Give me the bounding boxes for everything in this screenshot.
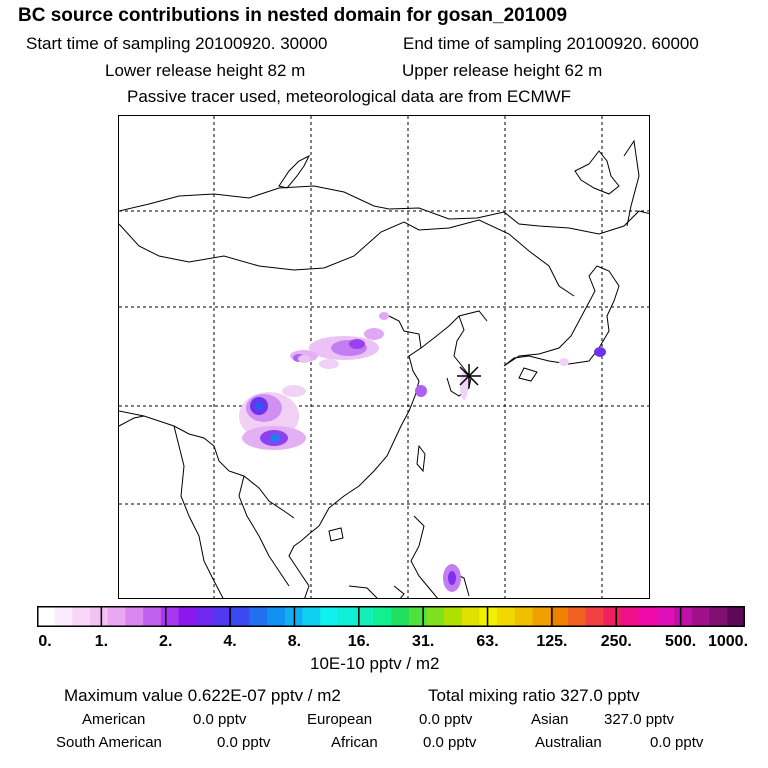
colorbar-tick-label: 1000.	[707, 633, 749, 650]
colorbar-swatch	[355, 606, 374, 627]
colorbar-tick-label: 2.	[159, 633, 173, 650]
colorbar-tick-label: 0.	[38, 633, 52, 650]
colorbar-swatch	[54, 606, 73, 627]
colorbar-swatch	[267, 606, 286, 627]
colorbar-swatch	[320, 606, 339, 627]
colorbar-swatch	[178, 606, 197, 627]
colorbar-tick-label: 63.	[476, 633, 499, 650]
colorbar-swatch	[214, 606, 233, 627]
australian-label: Australian	[535, 734, 602, 751]
colorbar-swatch	[444, 606, 463, 627]
colorbar-tick-label: 250.	[600, 633, 632, 650]
chart-title: BC source contributions in nested domain…	[18, 5, 568, 26]
colorbar-swatch	[585, 606, 604, 627]
tracer-note: Passive tracer used, meteorological data…	[127, 87, 572, 106]
african-value: 0.0 pptv	[423, 734, 477, 751]
colorbar-swatch	[337, 606, 357, 627]
hotspot-philippines	[443, 564, 461, 592]
colorbar-swatch	[479, 606, 498, 627]
map-svg	[119, 116, 649, 598]
colorbar-frame	[37, 606, 745, 627]
colorbar-swatch	[90, 606, 109, 627]
colorbar-tick-label: 16.	[347, 633, 370, 650]
colorbar-swatch	[408, 606, 427, 627]
colorbar-swatch	[160, 606, 180, 627]
colorbar-swatch	[143, 606, 162, 627]
colorbar-swatch	[550, 606, 569, 627]
colorbar-swatch	[514, 606, 534, 627]
south-american-label: South American	[56, 734, 162, 751]
american-value: 0.0 pptv	[193, 711, 247, 728]
colorbar-tick-label: 8.	[287, 633, 302, 650]
colorbar-swatch	[532, 606, 551, 627]
colorbar-tick-label: 125.	[536, 633, 568, 650]
colorbar-swatch	[674, 606, 693, 627]
total-mixing-ratio: Total mixing ratio 327.0 pptv	[428, 686, 640, 705]
hotspot-tokyo	[559, 347, 606, 366]
colorbar-swatch	[373, 606, 392, 627]
colorbar-swatch	[603, 606, 622, 627]
colorbar-swatch	[196, 606, 215, 627]
colorbar-tick-label: 1.	[94, 633, 109, 650]
australian-value: 0.0 pptv	[650, 734, 704, 751]
colorbar-unit: 10E-10 pptv / m2	[310, 654, 440, 673]
colorbar-swatch	[568, 606, 587, 627]
colorbar-swatch	[37, 606, 56, 627]
african-label: African	[331, 734, 378, 751]
colorbar-swatch	[249, 606, 268, 627]
hotspot-sichuan-north	[290, 312, 389, 369]
colorbar-tick-label: 4.	[223, 633, 237, 650]
colorbar-swatch	[709, 606, 728, 627]
upper-release-height: Upper release height 62 m	[402, 61, 603, 80]
colorbar-swatch	[691, 606, 711, 627]
colorbar-swatch	[656, 606, 675, 627]
asian-label: Asian	[531, 711, 569, 728]
american-label: American	[82, 711, 146, 728]
colorbar-swatch	[497, 606, 516, 627]
hotspot-north-china	[298, 355, 310, 363]
south-american-value: 0.0 pptv	[217, 734, 271, 751]
colorbar-swatch	[461, 606, 480, 627]
colorbar-swatch	[107, 606, 126, 627]
coastlines	[119, 139, 649, 598]
colorbar-swatch	[426, 606, 445, 627]
colorbar-tick-label: 31.	[412, 633, 435, 650]
grid-lines	[119, 116, 649, 598]
colorbar-swatch	[125, 606, 144, 627]
colorbar-swatch	[638, 606, 657, 627]
colorbar-swatch	[72, 606, 91, 627]
end-time: End time of sampling 20100920. 60000	[403, 34, 699, 53]
start-time: Start time of sampling 20100920. 30000	[26, 34, 328, 53]
colorbar-swatch	[621, 606, 640, 627]
colorbar-swatch	[302, 606, 321, 627]
colorbar-swatch	[391, 606, 410, 627]
contribution-plumes	[239, 312, 606, 592]
colorbar	[37, 606, 745, 627]
colorbar-tick-label: 500.	[665, 633, 697, 650]
colorbar-swatch	[727, 606, 745, 627]
map-panel	[118, 115, 650, 599]
receptor-marker	[457, 364, 481, 388]
lower-release-height: Lower release height 82 m	[105, 61, 306, 80]
colorbar-swatch	[231, 606, 250, 627]
hotspot-yunnan	[239, 385, 306, 450]
european-value: 0.0 pptv	[419, 711, 473, 728]
asian-value: 327.0 pptv	[604, 711, 675, 728]
european-label: European	[307, 711, 373, 728]
maximum-value: Maximum value 0.622E-07 pptv / m2	[64, 686, 341, 705]
